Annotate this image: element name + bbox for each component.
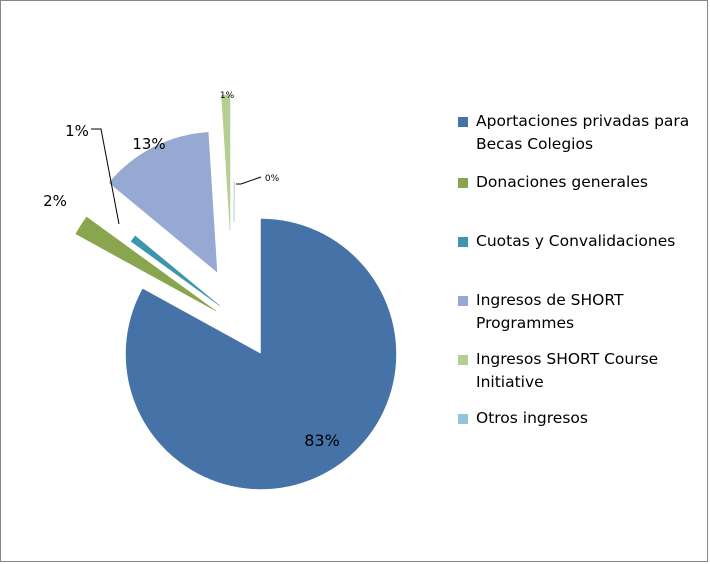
legend-label: Ingresos de SHORT Programmes	[476, 291, 624, 332]
pie-slice	[75, 216, 217, 312]
legend-item: Cuotas y Convalidaciones	[458, 230, 706, 253]
legend-label: Donaciones generales	[476, 173, 648, 191]
legend-label: Aportaciones privadas para Becas Colegio…	[476, 112, 690, 153]
pie-slice	[130, 235, 221, 307]
legend-item: Otros ingresos	[458, 407, 706, 430]
pie-slice	[108, 132, 218, 273]
legend-swatch	[458, 296, 468, 306]
leader-line	[236, 176, 262, 185]
pie-slice	[221, 94, 231, 231]
slice-data-label: 83%	[304, 431, 340, 450]
legend-swatch	[458, 237, 468, 247]
legend-item: Aportaciones privadas para Becas Colegio…	[458, 110, 706, 156]
legend-label: Ingresos SHORT Course Initiative	[476, 350, 659, 391]
legend-swatch	[458, 178, 468, 188]
legend-item: Ingresos SHORT Course Initiative	[458, 348, 706, 394]
legend-item: Ingresos de SHORT Programmes	[458, 289, 706, 335]
pie-slice	[125, 218, 397, 490]
data-labels: 83% 2% 1% 13% 1% 0%	[43, 91, 340, 450]
legend-item: Donaciones generales	[458, 171, 706, 194]
legend-label: Otros ingresos	[476, 409, 588, 427]
leader-lines	[91, 128, 262, 225]
slice-data-label: 2%	[43, 192, 67, 210]
legend-swatch	[458, 414, 468, 424]
slice-data-label: 1%	[65, 122, 89, 140]
leader-line	[91, 128, 120, 225]
slice-data-label: 1%	[220, 91, 235, 101]
slice-data-label: 13%	[132, 135, 165, 153]
legend-swatch	[458, 355, 468, 365]
slice-data-label: 0%	[265, 174, 280, 184]
legend-swatch	[458, 117, 468, 127]
slices-group	[75, 94, 397, 490]
legend-label: Cuotas y Convalidaciones	[476, 232, 676, 250]
